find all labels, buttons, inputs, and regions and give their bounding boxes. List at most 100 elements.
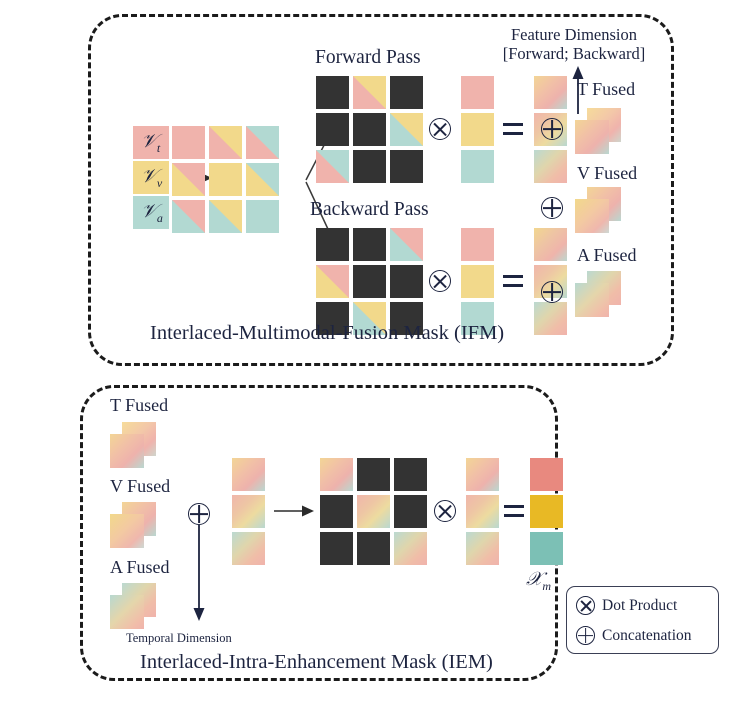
input-matrix-cell-0-1 [209,126,242,159]
temporal-dimension-label: Temporal Dimension [126,631,232,645]
ifm-a-fused-label: A Fused [577,245,637,265]
forward-result-cell-0 [534,76,567,109]
backward-operand-cell-0 [461,228,494,261]
ifm-panel-label: Interlaced-Multimodal-Fusion Mask (IFM) [150,322,505,344]
forward-operand-cell-1 [461,113,494,146]
equals-sign-iem [504,505,524,517]
feature-dimension-arrow-icon [572,66,584,114]
input-matrix-cell-2-0 [172,200,205,233]
legend-item-dot-product: Dot Product [576,596,677,615]
input-matrix-cell-0-0 [172,126,205,159]
equals-sign-backward [503,275,523,287]
circle-times-icon-iem [434,500,456,522]
input-vt-label: 𝒱t [141,131,161,155]
ifm-t-fused-label: T Fused [577,79,636,99]
iem-operand-cell-1 [466,495,499,528]
forward-pass-label: Forward Pass [315,47,421,68]
iem-a-fused-label: A Fused [110,557,170,577]
forward-operand-cell-2 [461,150,494,183]
ifm-panel [88,14,674,366]
backward-result-cell-0 [534,228,567,261]
circle-times-icon-forward [429,118,451,140]
iem-v-fused-card-front [110,514,144,548]
input-vv-swatch [133,161,169,194]
iem-t-fused-card-front [110,434,144,468]
circle-plus-icon-t-fused [541,118,563,140]
forward-mask-cell-2-1 [353,150,386,183]
backward-mask-cell-0-1 [353,228,386,261]
iem-mask-cell-1-2 [394,495,427,528]
iem-v-fused-stack [110,502,158,550]
backward-mask-cell-1-1 [353,265,386,298]
iem-output-label: 𝒳m [526,569,552,593]
circle-plus-icon-a-fused [541,281,563,303]
feature-dimension-line2: [Forward; Backward] [502,44,646,63]
input-vv-label: 𝒱v [141,166,163,190]
input-matrix-cell-1-0 [172,163,205,196]
v-fused-stack [575,187,623,235]
forward-mask-cell-0-0 [316,76,349,109]
circle-plus-icon-legend [576,626,595,645]
iem-t-fused-stack [110,422,158,470]
v-fused-card-front [575,199,609,233]
iem-mask-cell-2-1 [357,532,390,565]
feature-dimension-line1: Feature Dimension [510,25,637,44]
equals-sign-forward [503,123,523,135]
circle-times-icon-legend [576,596,595,615]
iem-mask-cell-1-1 [357,495,390,528]
input-va-swatch [133,196,169,229]
a-fused-card-front [575,283,609,317]
input-vt-swatch [133,126,169,159]
iem-output-cell-0 [530,458,563,491]
legend-concatenation-label: Concatenation [602,626,692,644]
iem-panel-label: Interlaced-Intra-Enhancement Mask (IEM) [140,651,493,673]
iem-mask-cell-0-2 [394,458,427,491]
input-matrix-cell-1-2 [246,163,279,196]
backward-mask-cell-2-1 [353,302,386,335]
iem-output-cell-2 [530,532,563,565]
forward-mask-cell-0-1 [353,76,386,109]
backward-operand-cell-1 [461,265,494,298]
backward-mask-cell-2-0 [316,302,349,335]
iem-output-cell-1 [530,495,563,528]
forward-operand-cell-0 [461,76,494,109]
input-va-label: 𝒱a [141,201,163,225]
iem-mask-cell-0-1 [357,458,390,491]
iem-mask-cell-0-0 [320,458,353,491]
forward-mask-cell-1-1 [353,113,386,146]
iem-v-fused-label: V Fused [110,476,171,496]
backward-mask-cell-1-0 [316,265,349,298]
circle-plus-icon-iem [188,503,210,525]
input-matrix-cell-0-2 [246,126,279,159]
iem-concat-cell-1 [232,495,265,528]
forward-result-cell-2 [534,150,567,183]
iem-mask-cell-2-0 [320,532,353,565]
backward-mask-cell-0-2 [390,228,423,261]
iem-a-fused-card-front [110,595,144,629]
legend-item-concatenation: Concatenation [576,626,692,645]
iem-concat-cell-0 [232,458,265,491]
backward-mask-cell-1-2 [390,265,423,298]
concat-to-mask-arrow-icon [274,505,314,517]
backward-result-cell-2 [534,302,567,335]
legend-dot-product-label: Dot Product [602,596,678,614]
iem-mask-cell-2-2 [394,532,427,565]
iem-a-fused-stack [110,583,158,631]
forward-mask-cell-1-2 [390,113,423,146]
iem-t-fused-label: T Fused [110,395,169,415]
backward-pass-label: Backward Pass [310,199,429,220]
ifm-v-fused-label: V Fused [577,163,638,183]
forward-mask-cell-0-2 [390,76,423,109]
forward-mask-cell-2-0 [316,150,349,183]
forward-mask-cell-2-2 [390,150,423,183]
circle-times-icon-backward [429,270,451,292]
input-matrix-cell-1-1 [209,163,242,196]
input-matrix-cell-2-1 [209,200,242,233]
temporal-dimension-arrow-icon [193,525,205,621]
iem-concat-cell-2 [232,532,265,565]
iem-mask-cell-1-0 [320,495,353,528]
backward-mask-cell-2-2 [390,302,423,335]
t-fused-card-front [575,120,609,154]
circle-plus-icon-v-fused [541,197,563,219]
